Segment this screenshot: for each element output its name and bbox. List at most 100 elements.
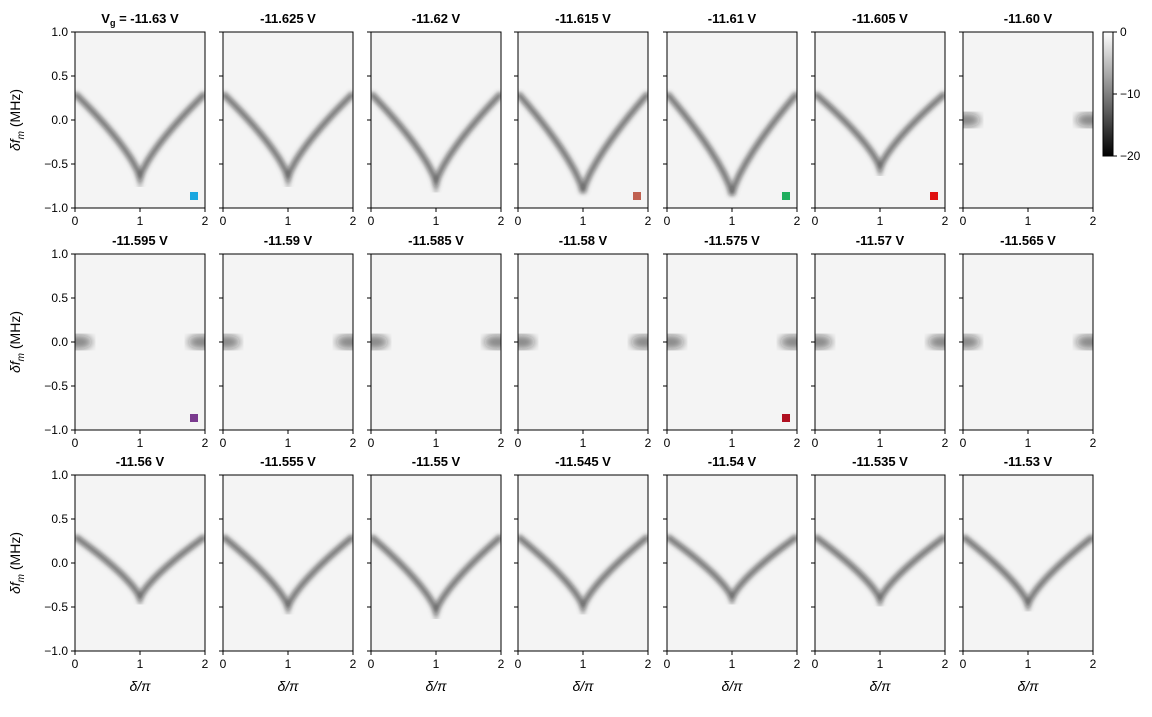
colorbar-tick-label: −20 <box>1120 149 1141 163</box>
heatmap-image <box>518 475 648 651</box>
x-tick-label: 0 <box>368 214 375 228</box>
x-tick-label: 2 <box>202 436 209 450</box>
panel-15: 0 1 2 −1.0 −0.5 0.0 0.5 1.0 -11.56 V δfm (MHz) δ/π <box>7 454 209 694</box>
x-tick-label: 1 <box>137 436 144 450</box>
panel-title: -11.585 V <box>408 233 464 248</box>
x-tick-label: 2 <box>202 214 209 228</box>
x-tick-label: 0 <box>960 657 967 671</box>
heatmap-image <box>371 32 501 208</box>
x-tick-label: 0 <box>664 657 671 671</box>
x-tick-label: 1 <box>580 214 587 228</box>
x-tick-label: 0 <box>812 657 819 671</box>
x-tick-label: 2 <box>942 657 949 671</box>
x-tick-label: 0 <box>515 214 522 228</box>
colorbar-tick-label: 0 <box>1120 25 1127 39</box>
y-tick-label: 1.0 <box>51 25 68 39</box>
x-tick-label: 1 <box>433 436 440 450</box>
x-tick-label: 0 <box>72 214 79 228</box>
x-tick-label: 0 <box>960 436 967 450</box>
x-tick-label: 1 <box>877 214 884 228</box>
x-tick-label: 1 <box>285 657 292 671</box>
x-axis-label: δ/π <box>869 678 891 694</box>
panel-title: -11.545 V <box>555 454 611 469</box>
y-tick-label: 0.0 <box>51 113 68 127</box>
x-tick-label: 1 <box>729 657 736 671</box>
panel-1: 0 1 2 −1.0 −0.5 0.0 0.5 1.0 Vg = -11.63 V δfm (MH… <box>7 11 209 228</box>
x-tick-label: 2 <box>1090 436 1097 450</box>
panel-10: 0 1 2 -11.585 V <box>367 233 505 450</box>
y-axis-label: δfm (MHz) <box>7 89 27 151</box>
y-tick-label: 1.0 <box>51 468 68 482</box>
color-marker <box>190 414 198 422</box>
x-tick-label: 2 <box>794 214 801 228</box>
x-tick-label: 1 <box>137 214 144 228</box>
x-tick-label: 2 <box>350 214 357 228</box>
panel-title: -11.535 V <box>852 454 908 469</box>
x-tick-label: 2 <box>350 657 357 671</box>
y-tick-label: −0.5 <box>44 379 68 393</box>
y-tick-label: 0.5 <box>51 291 68 305</box>
y-tick-label: −0.5 <box>44 157 68 171</box>
x-tick-label: 2 <box>1090 657 1097 671</box>
y-tick-label: 1.0 <box>51 247 68 261</box>
panel-title: -11.62 V <box>412 11 461 26</box>
x-tick-label: 0 <box>664 436 671 450</box>
y-tick-label: −1.0 <box>44 201 68 215</box>
panel-title: Vg = -11.63 V <box>101 11 179 28</box>
panel-title: -11.53 V <box>1004 454 1053 469</box>
panel-title: -11.54 V <box>708 454 757 469</box>
panel-title: -11.56 V <box>116 454 165 469</box>
y-tick-label: 0.5 <box>51 512 68 526</box>
x-tick-label: 2 <box>202 657 209 671</box>
x-tick-label: 1 <box>433 657 440 671</box>
panel-20: 0 1 2 -11.535 V δ/π <box>811 454 949 694</box>
x-tick-label: 1 <box>877 657 884 671</box>
x-tick-label: 0 <box>220 436 227 450</box>
heatmap-image <box>667 475 797 651</box>
x-tick-label: 0 <box>368 657 375 671</box>
color-marker <box>930 192 938 200</box>
panel-title: -11.575 V <box>704 233 760 248</box>
panel-title: -11.615 V <box>555 11 611 26</box>
heatmap-image <box>223 475 353 651</box>
heatmap-image <box>75 254 205 430</box>
x-tick-label: 2 <box>645 214 652 228</box>
x-tick-label: 0 <box>368 436 375 450</box>
color-marker <box>190 192 198 200</box>
x-tick-label: 0 <box>812 214 819 228</box>
x-tick-label: 2 <box>498 657 505 671</box>
x-tick-label: 0 <box>72 657 79 671</box>
heatmap-image <box>815 475 945 651</box>
panel-17: 0 1 2 -11.55 V δ/π <box>367 454 505 694</box>
panel-title: -11.57 V <box>856 233 905 248</box>
panel-8: 0 1 2 −1.0 −0.5 0.0 0.5 1.0 -11.595 V δfm (MHz) <box>7 233 209 450</box>
heatmap-image <box>518 254 648 430</box>
x-axis-label: δ/π <box>277 678 299 694</box>
x-tick-label: 1 <box>1025 657 1032 671</box>
x-tick-label: 0 <box>220 657 227 671</box>
panel-2: 0 1 2 -11.625 V <box>219 11 357 228</box>
panel-title: -11.60 V <box>1004 11 1053 26</box>
heatmap-image <box>963 32 1093 208</box>
x-axis-label: δ/π <box>572 678 594 694</box>
y-axis-label: δfm (MHz) <box>7 311 27 373</box>
panel-title: -11.61 V <box>708 11 757 26</box>
x-tick-label: 2 <box>645 657 652 671</box>
x-tick-label: 0 <box>515 436 522 450</box>
color-marker <box>782 192 790 200</box>
x-tick-label: 2 <box>645 436 652 450</box>
x-tick-label: 2 <box>942 214 949 228</box>
panel-18: 0 1 2 -11.545 V δ/π <box>514 454 652 694</box>
y-tick-label: 0.0 <box>51 335 68 349</box>
heatmap-image <box>667 32 797 208</box>
y-tick-label: −1.0 <box>44 644 68 658</box>
y-tick-label: −1.0 <box>44 423 68 437</box>
heatmap-image <box>518 32 648 208</box>
colorbar-tick-label: −10 <box>1120 87 1141 101</box>
x-tick-label: 2 <box>794 657 801 671</box>
x-tick-label: 0 <box>812 436 819 450</box>
heatmap-image <box>963 475 1093 651</box>
panel-7: 0 1 2 -11.60 V <box>959 11 1097 228</box>
colorbar: 0 −10 −20 <box>1102 25 1141 163</box>
